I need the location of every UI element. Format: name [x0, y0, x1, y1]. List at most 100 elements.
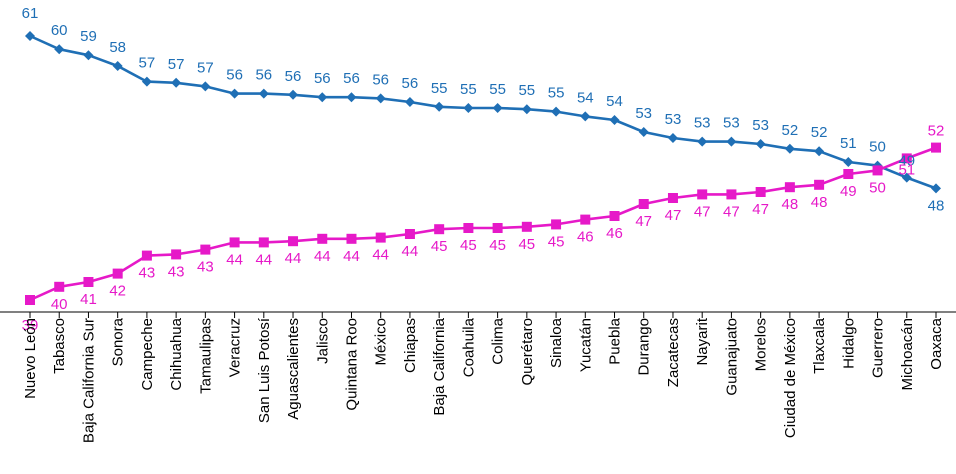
x-tick-label: Coahuila [460, 317, 477, 377]
series-2-data-label: 47 [665, 207, 682, 224]
series-1-point [931, 183, 941, 194]
series-2-point [346, 233, 357, 244]
series-2-point [112, 268, 123, 279]
series-2-data-label: 43 [139, 265, 156, 282]
series-1-point [171, 77, 182, 88]
x-tick-label: Hidalgo [840, 318, 857, 369]
series-2-data-label: 44 [255, 251, 272, 268]
x-tick-label: Guanajuato [723, 318, 740, 396]
series-2-data-label: 46 [577, 229, 594, 246]
x-tick-label: Nuevo León [22, 318, 39, 399]
series-2-point [404, 229, 415, 239]
x-tick-label: Baja California Sur [81, 318, 98, 443]
series-1-data-label: 53 [665, 111, 682, 128]
series-2-point [288, 236, 299, 247]
series-1-data-label: 53 [694, 115, 711, 132]
series-2-data-label: 41 [80, 291, 97, 308]
series-1-data-label: 61 [22, 5, 39, 22]
series-1-point [551, 106, 562, 117]
x-tick-label: Tamaulipas [197, 318, 214, 394]
x-tick-label: Tlaxcala [811, 317, 828, 374]
series-1-point [521, 104, 532, 115]
series-1-data-label: 53 [635, 105, 652, 122]
x-tick-label: Ciudad de México [782, 318, 799, 438]
series-1-data-label: 51 [840, 135, 857, 152]
x-tick-label: Sinaloa [548, 317, 565, 368]
series-2-point [375, 232, 386, 243]
series-1-point [25, 31, 35, 41]
series-1-data-label: 54 [606, 93, 623, 110]
series-1-point [375, 93, 386, 104]
series-2-point [726, 189, 737, 200]
series-1-point [580, 111, 591, 122]
x-tick-label: Morelos [753, 318, 770, 371]
series-1-point [141, 76, 152, 87]
series-2-point [580, 214, 591, 225]
series-1-point [726, 136, 737, 147]
series-1-point [667, 133, 678, 143]
series-1-data-label: 55 [518, 82, 535, 99]
series-2-data-label: 44 [372, 247, 389, 264]
x-tick-label: Chiapas [402, 318, 419, 373]
x-tick-label: Colima [490, 317, 507, 364]
series-1-data-label: 57 [168, 56, 185, 73]
series-1-data-label: 52 [811, 124, 828, 141]
series-1-point [288, 89, 299, 100]
series-2-data-label: 44 [343, 248, 360, 265]
series-2-point [463, 223, 474, 233]
series-1-data-label: 56 [372, 71, 389, 88]
series-1-data-label: 55 [460, 81, 477, 98]
series-2-data-label: 44 [314, 248, 331, 265]
series-2-data-label: 44 [226, 251, 243, 268]
series-1-point [843, 157, 854, 167]
x-tick-label: Puebla [607, 317, 624, 364]
series-2-point [814, 179, 825, 190]
series-2-point [667, 193, 678, 203]
x-tick-label: Sonora [110, 317, 127, 366]
series-2-point [83, 277, 94, 287]
x-tick-label: Aguascalientes [285, 318, 302, 420]
series-2-data-label: 51 [898, 161, 915, 178]
series-2-data-label: 46 [606, 225, 623, 242]
series-2-data-label: 50 [869, 179, 886, 196]
series-2-point [200, 244, 211, 255]
series-1-data-label: 55 [431, 80, 448, 97]
series-2-point [492, 223, 503, 233]
x-tick-label: Querétaro [519, 318, 536, 386]
series-1-data-label: 54 [577, 89, 594, 106]
series-2-data-label: 52 [928, 123, 945, 140]
series-2-data-label: 44 [402, 243, 419, 260]
series-1-point [54, 44, 65, 55]
x-tick-label: Guerrero [870, 318, 887, 378]
series-1-data-label: 50 [869, 139, 886, 156]
series-2-data-label: 40 [51, 296, 68, 313]
series-1-point [755, 139, 766, 149]
series-1-point [317, 92, 328, 103]
series-2-point [609, 211, 620, 221]
data-label-layer: 61 60 59 58 57 57 57 56 56 56 56 56 56 56 55 55 55 55 55 54… [22, 5, 945, 334]
series-1-point [463, 103, 474, 113]
series-1-data-label: 56 [314, 70, 331, 87]
x-tick-label: Jalisco [314, 318, 331, 364]
series-1-data-label: 53 [723, 115, 740, 132]
series-1-point [346, 92, 357, 103]
series-1-data-label: 56 [255, 67, 272, 84]
series-2-point [434, 224, 445, 235]
series-1-data-label: 60 [51, 22, 68, 39]
series-1-data-label: 56 [343, 70, 360, 87]
x-tick-label: San Luis Potosí [256, 317, 273, 423]
x-tick-layer: Nuevo León Tabasco Baja California Sur Sono… [22, 312, 945, 443]
series-2-data-label: 45 [518, 236, 535, 253]
series-1-data-label: 59 [80, 28, 97, 45]
series-2-data-label: 39 [22, 317, 39, 334]
x-tick-label: México [373, 318, 390, 366]
series-1-point [229, 88, 240, 99]
series-layer [25, 31, 941, 305]
series-2-point [521, 221, 532, 232]
series-1-data-label: 49 [898, 153, 915, 170]
series-1-data-label: 55 [548, 85, 565, 102]
series-2-data-label: 43 [168, 263, 185, 280]
series-1-data-label: 48 [928, 197, 945, 214]
series-2-data-label: 47 [635, 213, 652, 230]
series-2-data-label: 47 [723, 203, 740, 220]
